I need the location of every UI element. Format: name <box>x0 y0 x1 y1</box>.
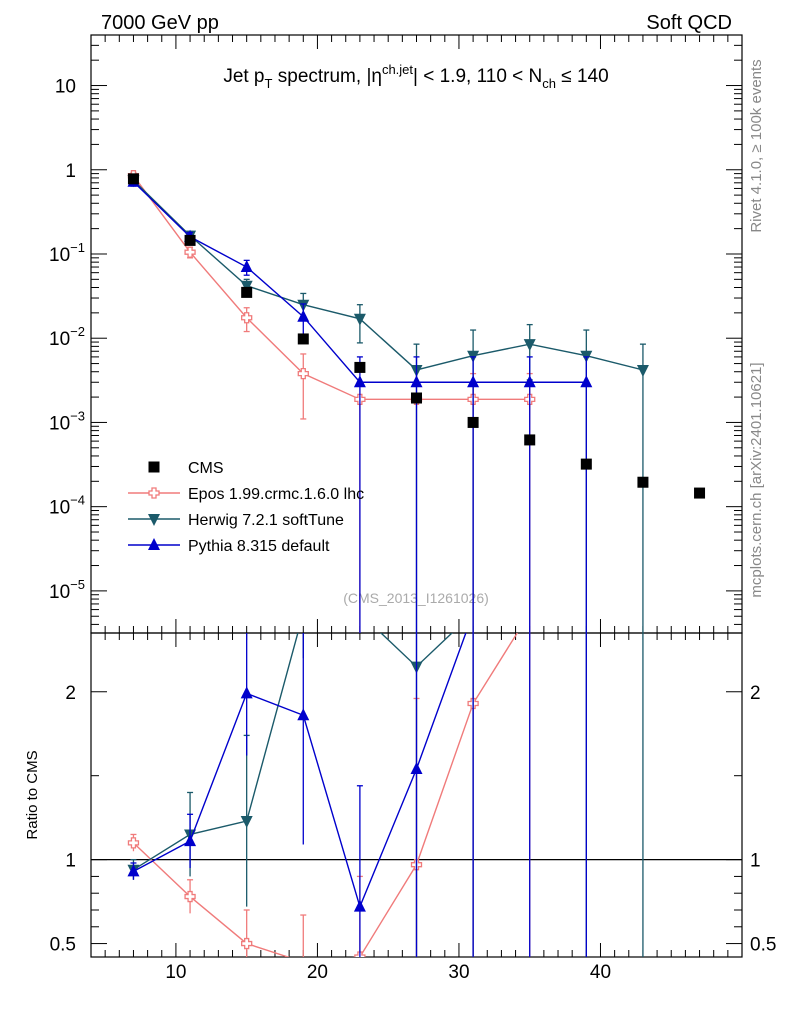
main-axes: 10 1 10−1 10−2 10−3 10−4 10−5 <box>49 35 742 957</box>
herwig-point <box>523 339 536 352</box>
pythia-ratio-point <box>297 708 310 721</box>
x-tick-label: 10 <box>165 962 186 983</box>
epos-line <box>132 175 530 401</box>
y-tick-label: 10−4 <box>49 493 85 519</box>
rivet-label: Rivet 4.1.0, ≥ 100k events <box>748 59 765 232</box>
pythia-point <box>410 375 423 388</box>
pythia-ratio-point <box>410 761 423 774</box>
legend-marker <box>148 538 160 550</box>
y-tick-label: 10−5 <box>49 577 85 603</box>
herwig-ratio-point <box>240 816 253 829</box>
legend-marker <box>148 487 160 499</box>
ratio-y-tick-label: 1 <box>65 851 76 872</box>
ratio-series <box>127 633 644 957</box>
cms-data-point <box>467 416 479 428</box>
pythia-point <box>523 375 536 388</box>
cms-data-point <box>411 392 422 404</box>
pythia-point <box>240 260 253 273</box>
pythia-ratio-point <box>240 686 253 699</box>
energy-label: 7000 GeV pp <box>101 12 219 34</box>
epos-ratio-point <box>127 837 140 849</box>
ratio-y-tick-label: 0.5 <box>50 935 76 956</box>
plot-title: Jet pT spectrum, |ηch.jet| < 1.9, 110 < … <box>223 62 608 91</box>
pythia-point <box>467 375 480 388</box>
epos-ratio-point <box>241 937 253 950</box>
pythia-point <box>580 375 593 388</box>
pythia-point <box>353 375 366 388</box>
epos-point <box>297 367 309 380</box>
title-sub-ch: ch <box>542 76 556 91</box>
pythia-ratio-point <box>184 834 197 847</box>
y-tick-label: 10−2 <box>49 324 85 350</box>
cms-data-point <box>637 476 649 488</box>
cms-data-point <box>694 487 706 499</box>
y-tick-label: 10 <box>55 77 76 98</box>
ratio-y-tick-label: 2 <box>65 683 76 704</box>
herwig-point <box>636 364 649 377</box>
epos-point <box>241 312 253 324</box>
legend-marker <box>148 514 160 526</box>
ratio-y-tick-label-right: 1 <box>750 851 761 872</box>
cms-data-point <box>354 361 366 373</box>
legend: CMS Epos 1.99.crmc.1.6.0 lhc Herwig 7.2.1 … <box>128 460 364 555</box>
epos-point <box>184 246 196 258</box>
cms-data-point <box>184 234 196 246</box>
cms-data-point <box>580 458 592 470</box>
herwig-point <box>240 280 253 293</box>
legend-label: Herwig 7.2.1 softTune <box>188 512 344 529</box>
pythia-line <box>132 181 587 383</box>
ratio-ylabel: Ratio to CMS <box>24 750 41 839</box>
title-part-end: ≤ 140 <box>556 66 609 87</box>
title-part-eta: spectrum, |η <box>272 66 381 87</box>
pythia-ratio-point <box>353 899 366 912</box>
pythia-ratio-point <box>127 864 140 877</box>
mcplots-label: mcplots.cern.ch [arXiv:2401.10621] <box>748 362 765 597</box>
title-part-pt: Jet p <box>223 66 264 87</box>
herwig-line <box>132 179 644 371</box>
process-label: Soft QCD <box>646 12 732 34</box>
ratio-y-tick-label-right: 2 <box>750 683 761 704</box>
cms-data-point <box>524 434 536 446</box>
title-part-cut: | < 1.9, 110 < N <box>413 66 542 87</box>
cms-data-point <box>127 173 139 185</box>
pythia-point <box>297 309 310 322</box>
y-tick-label: 10−3 <box>49 408 85 434</box>
cms-data-point <box>241 286 253 298</box>
y-tick-label: 1 <box>65 161 76 182</box>
herwig-point <box>353 313 366 326</box>
legend-label: CMS <box>188 460 224 477</box>
herwig-ratio-line <box>133 633 453 871</box>
legend-label: Epos 1.99.crmc.1.6.0 lhc <box>188 486 364 503</box>
legend-label: Pythia 8.315 default <box>188 538 330 555</box>
cms-data-point <box>297 333 309 345</box>
y-tick-label: 10−1 <box>49 240 85 266</box>
title-sub-t: T <box>265 76 273 91</box>
ratio-axes: 10 20 30 40 2 2 1 1 0.5 0.5 <box>50 683 777 983</box>
x-tick-label: 40 <box>590 962 611 983</box>
epos-ratio-point <box>184 890 196 903</box>
epos-ratio-line <box>132 633 519 957</box>
x-tick-label: 30 <box>448 962 469 983</box>
x-tick-label: 20 <box>307 962 328 983</box>
ratio-y-tick-label-right: 0.5 <box>750 935 776 956</box>
main-series <box>127 170 706 633</box>
title-sup-chjet: ch.jet <box>382 62 413 77</box>
legend-marker <box>148 461 160 473</box>
